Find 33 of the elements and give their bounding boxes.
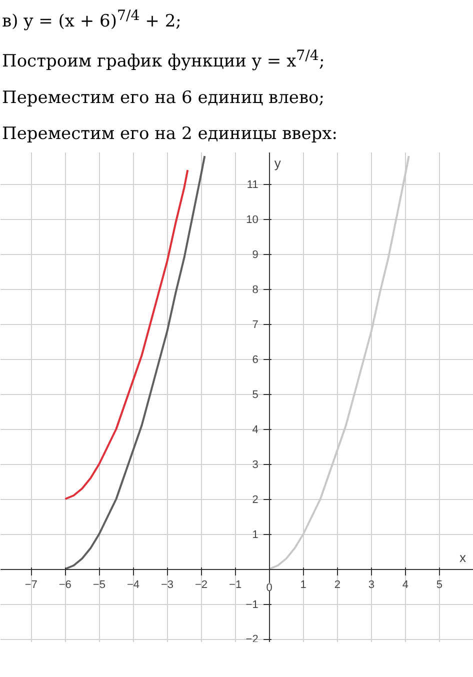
line-series [64,155,206,570]
y-tick-label: 1 [252,529,258,542]
y-tick-label: 8 [252,284,258,296]
y-tick-label: 11 [246,179,258,192]
y-tick-label: 3 [252,459,258,472]
chart-title: в) y = (x + 6)$^{7/4}$ + 2; [2,7,182,34]
x-tick-label: 2 [334,579,340,592]
y-tick-label: 7 [252,319,258,332]
y-tick-label: 4 [252,424,258,436]
y-tick-label: 2 [252,494,258,506]
y-axis-title: y [274,156,282,171]
y-tick-label: 5 [252,389,258,402]
line-series [64,169,189,500]
text: Переместим его на 2 единицы вверх: [2,123,338,146]
x-tick-label: −6 [58,579,72,592]
text: Построим график функции y = x$^{7/4}$; [2,46,325,74]
x-tick-label: 1 [300,579,306,592]
text: Переместим его на 6 единиц влево; [2,86,325,110]
x-tick-label: −2 [195,579,208,592]
x-tick-label: 0 [266,582,272,594]
x-tick-label: −4 [126,579,140,592]
x-tick-label: −5 [92,579,106,592]
x-axis-title: x [460,550,466,566]
y-tick-label: 6 [252,354,258,366]
y-tick-label: 9 [252,249,258,262]
y-tick-label: −1 [246,599,258,612]
x-tick-label: −3 [160,579,174,592]
x-tick-label: 3 [368,579,374,592]
x-tick-label: 5 [436,579,443,592]
x-tick-label: 4 [402,579,409,592]
x-tick-label: −7 [24,579,38,592]
y-tick-label: 10 [246,214,258,226]
x-tick-label: −1 [229,579,242,592]
